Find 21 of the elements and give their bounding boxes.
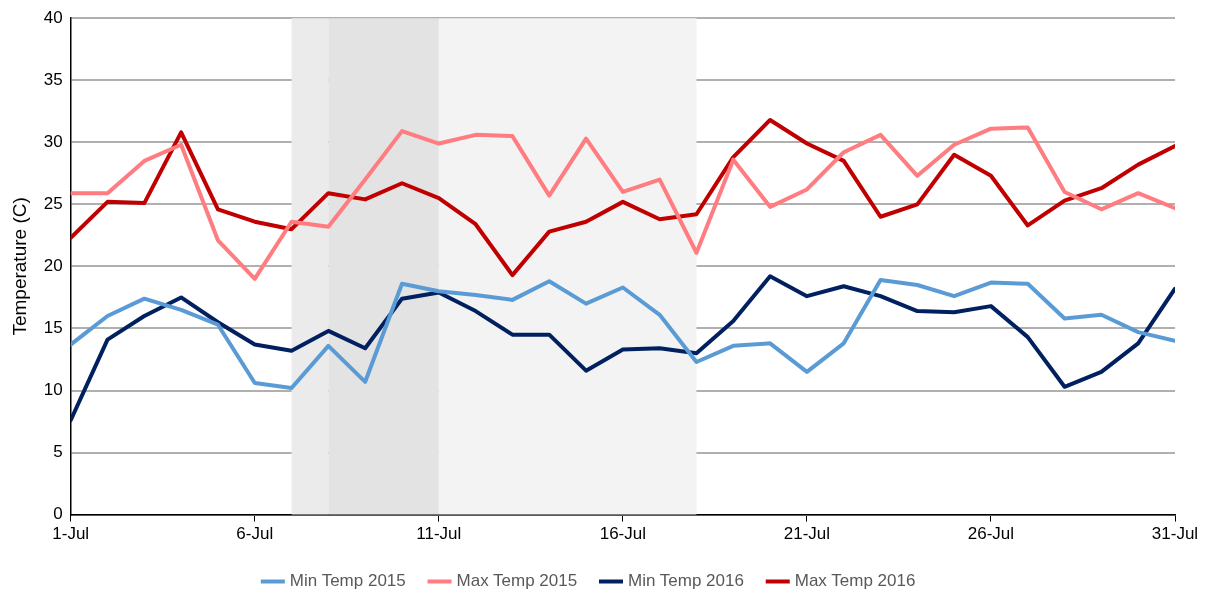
y-tick-label: 5 xyxy=(53,442,63,462)
legend-label: Min Temp 2015 xyxy=(289,571,406,591)
x-tick-label: 6-Jul xyxy=(236,524,274,544)
y-tick-label: 0 xyxy=(53,504,63,524)
x-tick-label: 1-Jul xyxy=(52,524,90,544)
y-tick-label: 20 xyxy=(43,256,63,276)
y-tick-label: 35 xyxy=(43,69,63,89)
legend-label: Min Temp 2016 xyxy=(628,571,744,591)
y-tick-label: 25 xyxy=(43,194,63,214)
y-tick-label: 30 xyxy=(43,131,63,151)
x-tick-label: 16-Jul xyxy=(599,524,647,544)
y-tick-label: 40 xyxy=(43,7,63,27)
y-tick-label: 10 xyxy=(43,380,63,400)
x-tick-label: 26-Jul xyxy=(967,524,1015,544)
y-tick-label: 15 xyxy=(43,318,63,338)
y-axis-title: Temperature (C) xyxy=(8,197,30,336)
x-tick-label: 11-Jul xyxy=(416,524,462,544)
x-tick-label: 31-Jul xyxy=(1151,524,1199,544)
x-tick-label: 21-Jul xyxy=(783,524,831,544)
legend-label: Max Temp 2015 xyxy=(456,571,578,591)
legend-label: Max Temp 2016 xyxy=(794,571,916,591)
